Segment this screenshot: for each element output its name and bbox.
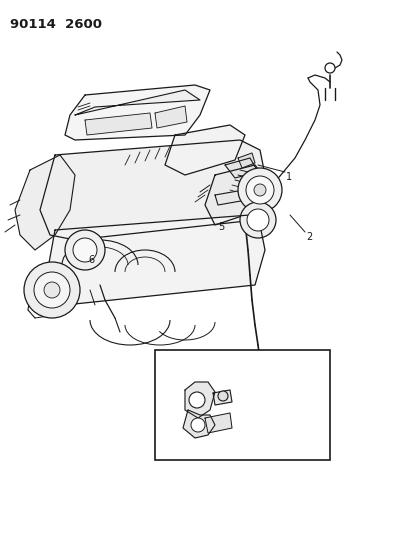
- Text: 6: 6: [88, 255, 94, 265]
- Circle shape: [254, 184, 266, 196]
- Text: 5: 5: [218, 222, 224, 232]
- Text: 4: 4: [249, 442, 255, 452]
- Polygon shape: [215, 188, 258, 205]
- Polygon shape: [185, 382, 215, 418]
- Text: 2: 2: [306, 232, 312, 242]
- Bar: [155, 350, 330, 460]
- Polygon shape: [205, 413, 232, 433]
- Circle shape: [44, 282, 60, 298]
- Polygon shape: [205, 165, 270, 225]
- Circle shape: [247, 209, 269, 231]
- Circle shape: [240, 202, 276, 238]
- Circle shape: [325, 63, 335, 73]
- Polygon shape: [213, 390, 232, 405]
- Circle shape: [218, 391, 228, 401]
- Text: 90114  2600: 90114 2600: [10, 18, 102, 31]
- Circle shape: [238, 168, 282, 212]
- Polygon shape: [183, 410, 215, 438]
- Circle shape: [189, 392, 205, 408]
- Polygon shape: [85, 113, 152, 135]
- Text: 1: 1: [286, 172, 292, 182]
- Polygon shape: [75, 90, 200, 115]
- Polygon shape: [155, 106, 187, 128]
- Circle shape: [65, 230, 105, 270]
- Polygon shape: [238, 153, 255, 168]
- Circle shape: [191, 418, 205, 432]
- Text: 3: 3: [263, 370, 269, 380]
- Polygon shape: [225, 158, 258, 178]
- Circle shape: [24, 262, 80, 318]
- Polygon shape: [165, 125, 245, 175]
- Circle shape: [34, 272, 70, 308]
- Polygon shape: [45, 215, 265, 305]
- Polygon shape: [40, 140, 265, 240]
- Polygon shape: [65, 85, 210, 140]
- Polygon shape: [15, 155, 75, 250]
- Circle shape: [246, 176, 274, 204]
- Circle shape: [73, 238, 97, 262]
